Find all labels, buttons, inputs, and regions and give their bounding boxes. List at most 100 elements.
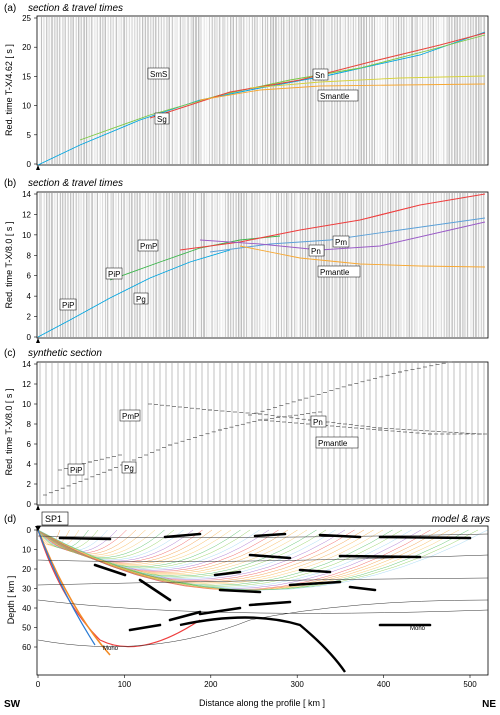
svg-text:PiP: PiP [108,270,120,279]
svg-text:Pg: Pg [124,464,134,473]
x-tick-label: 100 [118,680,132,689]
svg-text:Sg: Sg [157,115,167,124]
panel-a-y-tick-label: 25 [22,14,31,23]
label-c-pn: Pn [310,415,327,428]
x-axis-label: Distance along the profile [ km ] [199,698,325,708]
panel-b-y-tick-label: 0 [27,333,32,342]
panel-c-y-tick-label: 0 [27,500,32,509]
panel-d-title: model & rays [432,514,490,525]
panel-c-title: synthetic section [28,348,102,359]
panel-b-y-tick-label: 8 [27,251,32,260]
panel-d-depth-tick-label: 40 [22,604,31,613]
label-b-pm: Pm [332,235,350,248]
panel-a-y-tick-label: 10 [22,102,31,111]
panel-b-y-tick-label: 2 [27,313,32,322]
panel-a-shotpoint-marker [36,165,40,170]
panel-c-y-tick-label: 2 [27,480,32,489]
panel-d-depth-tick-label: 0 [27,526,32,535]
panel-b-y-tick-label: 10 [22,231,31,240]
label-b-pn: Pn [308,244,325,257]
panel-a-ylabel: Red. time T-X/4.62 [ s ] [4,44,14,136]
panel-c-y-tick-label: 6 [27,440,32,449]
label-b-pip-2: PiP [59,298,77,311]
panel-a-letter: (a) [4,3,16,14]
panel-a-travel-time-curves [37,31,486,166]
x-tick-label: 400 [377,680,391,689]
panel-c-y-tick-label: 12 [22,380,31,389]
panel-b-ylabel: Red. time T-X/8.0 [ s ] [4,222,14,309]
svg-text:Smantle: Smantle [320,92,350,101]
panel-c-y-tick-label: 4 [27,460,32,469]
label-b-pg: Pg [133,292,149,305]
panel-d: (d) model & rays 0 10 20 30 40 50 60 Depth [ k… [4,511,490,676]
panel-a-y-tick-label: 0 [27,160,32,169]
label-c-pmantle: Pmantle [315,436,359,449]
panel-c-y-tick-label: 14 [22,360,31,369]
label-c-pip: PiP [67,463,85,476]
panel-c-frame [36,361,489,506]
label-b-pmp: PmP [137,239,159,252]
panel-b-y-tick-label: 4 [27,292,32,301]
panel-c-y-tick-label: 10 [22,400,31,409]
svg-text:Pg: Pg [136,295,146,304]
panel-a-y-tick-label: 5 [27,131,32,140]
sp1-marker [35,526,41,531]
label-sn: Sn [312,68,329,81]
panel-d-depth-tick-label: 60 [22,643,31,652]
x-tick-label: 200 [204,680,218,689]
panel-d-frame [36,525,489,676]
panel-a-title: section & travel times [28,3,123,14]
panel-d-depth-tick-label: 30 [22,585,31,594]
panel-b: (b) section & travel times 0 2 4 6 8 10 12 14 R… [4,178,489,343]
x-tick-label: 500 [463,680,477,689]
panel-b-shotpoint-marker [36,338,40,343]
panel-d-velocity-model [37,532,489,673]
ne-end-label: NE [482,699,496,710]
panel-a-y-ticks: 0 5 10 15 20 25 [22,14,37,169]
x-tick-label: 0 [36,680,41,689]
sp1-label: SP1 [41,511,69,526]
svg-text:Pn: Pn [313,418,323,427]
svg-text:SmS: SmS [150,70,167,79]
panel-b-seismogram-texture [39,193,486,337]
label-c-pg: Pg [121,461,137,474]
svg-text:PmP: PmP [140,242,157,251]
panel-a-y-tick-label: 20 [22,43,31,52]
x-axis-ticks: 0 100 200 300 400 500 [36,675,477,689]
panel-d-depth-tick-label: 50 [22,624,31,633]
panel-d-y-ticks: 0 10 20 30 40 50 60 [22,526,37,652]
panel-b-y-tick-label: 14 [22,190,31,199]
label-c-pmp: PmP [119,409,141,422]
panel-c-letter: (c) [4,348,16,359]
moho-label-left: Moho [103,646,119,652]
panel-a: (a) section & travel times 0 5 10 15 20 25 Re… [4,3,489,170]
svg-text:PiP: PiP [70,466,82,475]
svg-text:Pm: Pm [335,238,347,247]
panel-b-title: section & travel times [28,178,123,189]
svg-text:PmP: PmP [122,412,139,421]
panel-c-shotpoint-marker [36,505,40,510]
panel-d-ylabel: Depth [ km ] [6,576,16,625]
svg-text:Pmantle: Pmantle [320,268,350,277]
x-tick-label: 300 [291,680,305,689]
svg-text:Pn: Pn [311,247,321,256]
panel-d-depth-tick-label: 10 [22,546,31,555]
label-sms: SmS [147,67,170,80]
svg-text:PiP: PiP [62,301,74,310]
panel-a-y-tick-label: 15 [22,72,31,81]
panel-c: (c) synthetic section 0 2 4 6 8 10 12 14 Red. t… [4,348,489,510]
panel-b-y-ticks: 0 2 4 6 8 10 12 14 [22,190,37,342]
label-sg: Sg [154,112,170,125]
panel-b-y-tick-label: 6 [27,272,32,281]
panel-d-depth-tick-label: 20 [22,565,31,574]
panel-d-letter: (d) [4,514,16,525]
panel-b-y-tick-label: 12 [22,210,31,219]
label-b-pip: PiP [105,267,123,280]
panel-b-travel-time-curves [37,193,486,338]
moho-label-right: Moho [410,626,426,632]
sw-end-label: SW [4,699,21,710]
svg-text:SP1: SP1 [45,514,62,524]
panel-a-seismogram-texture [39,17,486,164]
svg-text:Pmantle: Pmantle [318,439,348,448]
